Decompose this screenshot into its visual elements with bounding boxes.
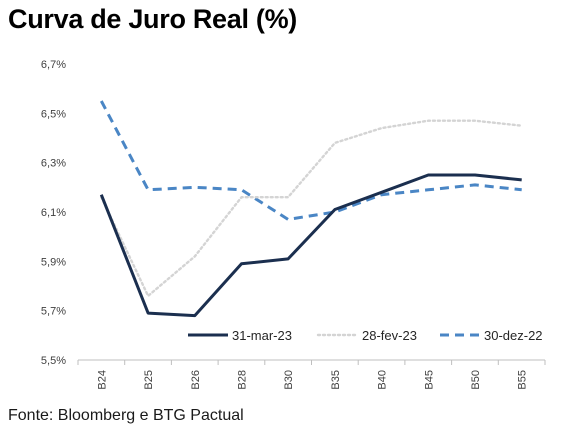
chart-title: Curva de Juro Real (%) — [8, 4, 297, 34]
y-tick-label: 6,7% — [41, 59, 66, 71]
series-layer — [99, 100, 523, 318]
y-tick-label: 5,7% — [41, 306, 66, 318]
legend-label: 28-fev-23 — [362, 328, 417, 343]
y-tick-label: 6,3% — [41, 158, 66, 170]
series-line-28-fev-23 — [100, 119, 523, 298]
x-tick-label: B45 — [423, 370, 435, 390]
y-tick-label: 5,5% — [41, 355, 66, 367]
y-tick-label: 5,9% — [41, 256, 66, 268]
chart-axes: 5,5% 5,7% 5,9% 6,1% 6,3% 6,5% 6,7% B24 B25 B26 B28… — [41, 59, 546, 390]
x-tick-label: B40 — [377, 370, 389, 390]
x-tick-label: B55 — [517, 370, 529, 390]
x-tick-label: B35 — [330, 370, 342, 390]
legend-label: 30-dez-22 — [484, 328, 543, 343]
x-tick-label: B25 — [143, 370, 155, 390]
x-tick-label: B24 — [96, 370, 108, 390]
x-tick-label: B30 — [283, 370, 295, 390]
x-tick-label: B26 — [190, 370, 202, 390]
series-line-31-mar-23 — [99, 173, 522, 318]
x-tick-label: B28 — [236, 370, 248, 390]
y-tick-label: 6,5% — [41, 108, 66, 120]
legend-label: 31-mar-23 — [232, 328, 292, 343]
series-line-30-dez-22 — [99, 100, 522, 221]
source-note: Fonte: Bloomberg e BTG Pactual — [8, 407, 244, 424]
x-tick-label: B50 — [470, 370, 482, 390]
y-tick-label: 6,1% — [41, 207, 66, 219]
chart-legend: 31-mar-23 28-fev-23 30-dez-22 — [188, 328, 543, 343]
